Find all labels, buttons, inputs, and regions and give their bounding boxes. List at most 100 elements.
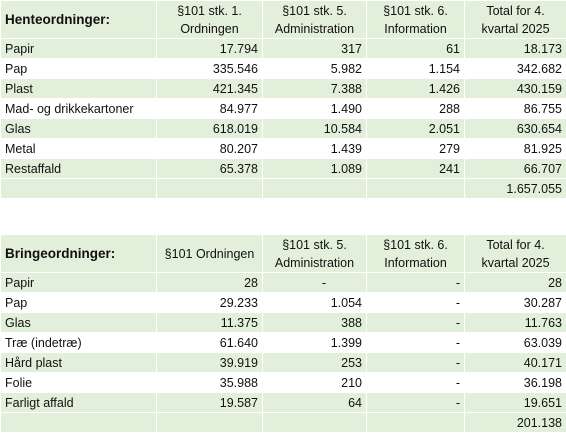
- cell-ordningen: 11.375: [156, 312, 263, 333]
- cell-ordningen: 335.546: [156, 58, 263, 79]
- cell-ordningen: 29.233: [156, 292, 263, 313]
- row-label: Folie: [0, 372, 157, 393]
- cell-administration: -: [262, 272, 367, 293]
- cell-administration: 210: [262, 372, 367, 393]
- cell-administration: 388: [262, 312, 367, 333]
- cell-administration: 5.982: [262, 58, 367, 79]
- row-label: Papir: [0, 272, 157, 293]
- header-information: §101 stk. 6. Information: [366, 234, 465, 273]
- cell-information: 288: [366, 98, 465, 119]
- cell-total: 81.925: [464, 138, 566, 159]
- header-total: Total for 4. kvartal 2025: [464, 234, 566, 273]
- cell-information: 241: [366, 158, 465, 179]
- header-ordningen: §101 stk. 1. Ordningen: [156, 0, 263, 39]
- row-label: Træ (indetræ): [0, 332, 157, 353]
- table-row: Papir 28 - - 28: [0, 272, 566, 293]
- row-label: Pap: [0, 58, 157, 79]
- bringeordninger-title: Bringeordninger:: [0, 234, 157, 273]
- cell-total: 36.198: [464, 372, 566, 393]
- cell-information: 279: [366, 138, 465, 159]
- cell-total: 19.651: [464, 392, 566, 413]
- cell-administration: 1.439: [262, 138, 367, 159]
- cell-ordningen: 84.977: [156, 98, 263, 119]
- table-row: Papir 17.794 317 61 18.173: [0, 38, 566, 59]
- cell-total: 342.682: [464, 58, 566, 79]
- cell-information: -: [366, 312, 465, 333]
- cell-total: 86.755: [464, 98, 566, 119]
- table-row: Folie 35.988 210 - 36.198: [0, 372, 566, 393]
- cell-information: -: [366, 352, 465, 373]
- cell-ordningen: 618.019: [156, 118, 263, 139]
- cell-total: 18.173: [464, 38, 566, 59]
- cell-total: 28: [464, 272, 566, 293]
- table-row: Pap 335.546 5.982 1.154 342.682: [0, 58, 566, 79]
- bringeordninger-grand-total: 201.138: [464, 412, 566, 433]
- header-total: Total for 4. kvartal 2025: [464, 0, 566, 39]
- row-label: Metal: [0, 138, 157, 159]
- spacer-row: [0, 198, 566, 217]
- table-row: Restaffald 65.378 1.089 241 66.707: [0, 158, 566, 179]
- henteordninger-total-row: 1.657.055: [0, 178, 566, 199]
- cell-total: 630.654: [464, 118, 566, 139]
- cell-ordningen: 35.988: [156, 372, 263, 393]
- header-information: §101 stk. 6. Information: [366, 0, 465, 39]
- cell-ordningen: 28: [156, 272, 263, 293]
- spacer-row: [0, 216, 566, 235]
- header-administration: §101 stk. 5. Administration: [262, 234, 367, 273]
- cell-total: 40.171: [464, 352, 566, 373]
- cell-information: 1.426: [366, 78, 465, 99]
- cell-ordningen: 17.794: [156, 38, 263, 59]
- cell-ordningen: 421.345: [156, 78, 263, 99]
- cell-information: 2.051: [366, 118, 465, 139]
- row-label: Plast: [0, 78, 157, 99]
- table-row: Farligt affald 19.587 64 - 19.651: [0, 392, 566, 413]
- row-label: Farligt affald: [0, 392, 157, 413]
- table-row: Træ (indetræ) 61.640 1.399 - 63.039: [0, 332, 566, 353]
- cell-administration: 1.490: [262, 98, 367, 119]
- cell-information: -: [366, 332, 465, 353]
- cell-administration: 253: [262, 352, 367, 373]
- row-label: Restaffald: [0, 158, 157, 179]
- table-row: Plast 421.345 7.388 1.426 430.159: [0, 78, 566, 99]
- bringeordninger-total-row: 201.138: [0, 412, 566, 433]
- henteordninger-header-row: Henteordninger: §101 stk. 1. Ordningen §…: [0, 0, 566, 39]
- cell-ordningen: 39.919: [156, 352, 263, 373]
- table-row: Glas 11.375 388 - 11.763: [0, 312, 566, 333]
- row-label: Pap: [0, 292, 157, 313]
- henteordninger-title: Henteordninger:: [0, 0, 157, 39]
- cell-ordningen: 80.207: [156, 138, 263, 159]
- cell-information: 61: [366, 38, 465, 59]
- cell-information: -: [366, 392, 465, 413]
- cell-ordningen: 19.587: [156, 392, 263, 413]
- header-administration: §101 stk. 5. Administration: [262, 0, 367, 39]
- table-row: Metal 80.207 1.439 279 81.925: [0, 138, 566, 159]
- henteordninger-grand-total: 1.657.055: [464, 178, 566, 199]
- row-label: Glas: [0, 312, 157, 333]
- cell-administration: 317: [262, 38, 367, 59]
- cell-ordningen: 65.378: [156, 158, 263, 179]
- header-ordningen: §101 Ordningen: [156, 234, 263, 273]
- cell-information: 1.154: [366, 58, 465, 79]
- cell-administration: 10.584: [262, 118, 367, 139]
- cell-information: -: [366, 272, 465, 293]
- row-label: Hård plast: [0, 352, 157, 373]
- cell-ordningen: 61.640: [156, 332, 263, 353]
- cell-total: 30.287: [464, 292, 566, 313]
- cell-information: -: [366, 292, 465, 313]
- cell-total: 66.707: [464, 158, 566, 179]
- table-row: Hård plast 39.919 253 - 40.171: [0, 352, 566, 373]
- cell-total: 63.039: [464, 332, 566, 353]
- row-label: Mad- og drikkekartoner: [0, 98, 157, 119]
- row-label: Glas: [0, 118, 157, 139]
- cell-administration: 7.388: [262, 78, 367, 99]
- row-label: Papir: [0, 38, 157, 59]
- cell-administration: 1.054: [262, 292, 367, 313]
- cell-administration: 64: [262, 392, 367, 413]
- table-row: Mad- og drikkekartoner 84.977 1.490 288 …: [0, 98, 566, 119]
- table-row: Pap 29.233 1.054 - 30.287: [0, 292, 566, 313]
- cell-total: 11.763: [464, 312, 566, 333]
- table-row: Glas 618.019 10.584 2.051 630.654: [0, 118, 566, 139]
- cell-administration: 1.089: [262, 158, 367, 179]
